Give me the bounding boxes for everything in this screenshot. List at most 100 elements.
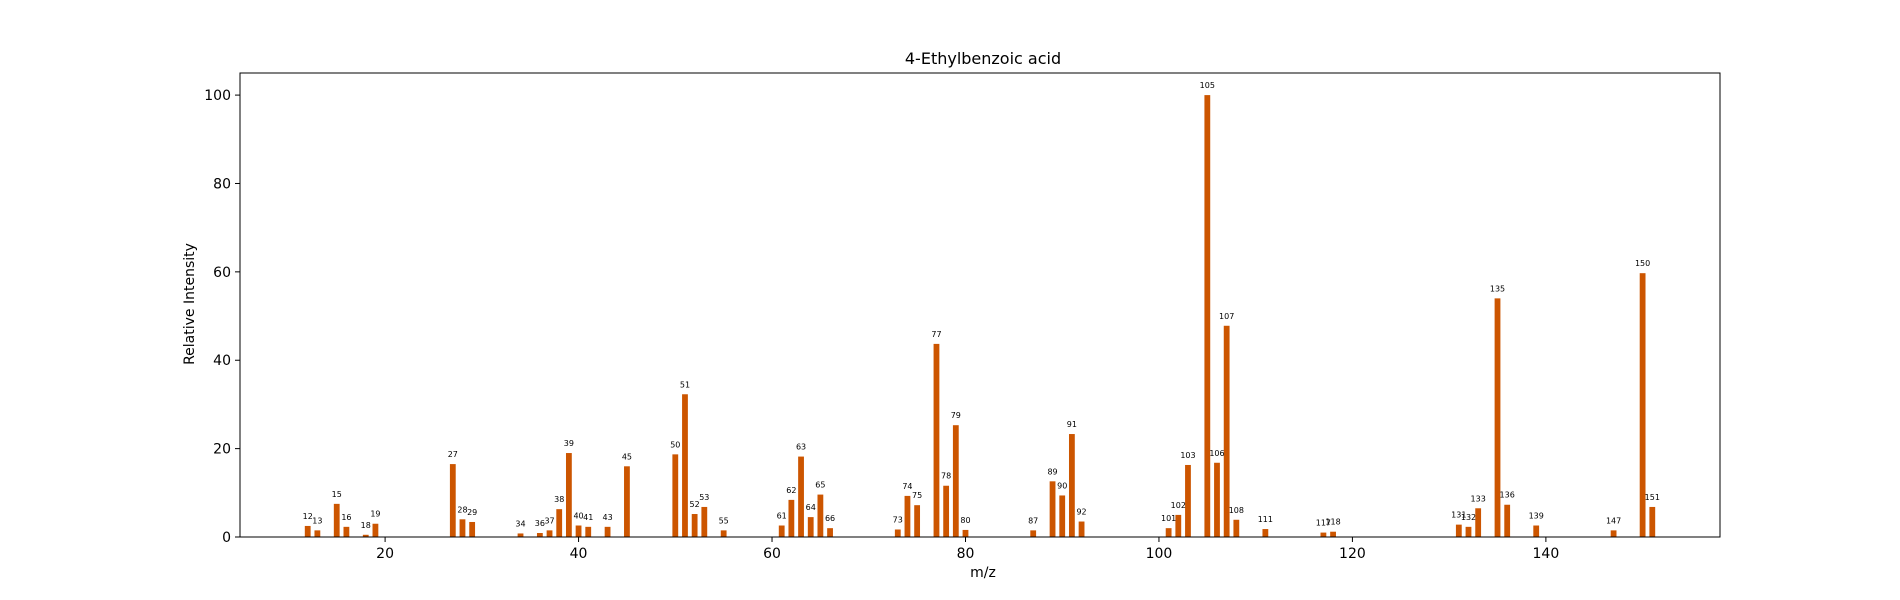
bar-mz-74 (904, 495, 911, 537)
bar-label-mz-51: 51 (680, 380, 690, 389)
bar-mz-133 (1475, 508, 1482, 537)
bar-label-mz-29: 29 (467, 508, 477, 517)
bar-label-mz-78: 78 (941, 472, 951, 481)
y-tick-label: 20 (213, 442, 231, 458)
bar-mz-36 (536, 533, 543, 537)
bar-mz-139 (1533, 525, 1540, 537)
bar-label-mz-75: 75 (912, 491, 922, 500)
y-tick-label: 0 (222, 530, 231, 546)
bar-mz-89 (1049, 481, 1056, 537)
bar-mz-41 (585, 526, 592, 537)
bar-label-mz-34: 34 (515, 519, 525, 528)
bar-mz-150 (1639, 273, 1646, 537)
bar-label-mz-102: 102 (1171, 501, 1186, 510)
bar-mz-79 (952, 425, 959, 537)
bar-mz-87 (1030, 530, 1037, 537)
bar-label-mz-39: 39 (564, 439, 574, 448)
x-axis-ticks: 20 40 60 80 100 120 140 (376, 537, 1559, 562)
bar-mz-118 (1330, 531, 1336, 537)
bar-label-mz-106: 106 (1209, 449, 1224, 458)
bar-mz-65 (817, 494, 824, 537)
bar-mz-50 (672, 454, 679, 537)
bar-mz-73 (894, 529, 901, 537)
bar-mz-15 (333, 503, 340, 537)
bar-label-mz-38: 38 (554, 495, 564, 504)
bar-mz-28 (459, 519, 466, 537)
bar-label-mz-74: 74 (902, 482, 912, 491)
bar-label-mz-107: 107 (1219, 312, 1234, 321)
y-tick-label: 100 (204, 88, 231, 104)
bar-mz-29 (469, 521, 476, 537)
bar-mz-34 (517, 533, 524, 537)
bar-label-mz-62: 62 (786, 486, 796, 495)
bar-label-mz-136: 136 (1500, 491, 1515, 500)
bar-mz-151 (1649, 506, 1656, 537)
bar-mz-53 (701, 506, 708, 537)
bar-mz-135 (1494, 298, 1501, 537)
bar-label-mz-135: 135 (1490, 284, 1505, 293)
bar-label-mz-53: 53 (699, 493, 709, 502)
bar-label-mz-139: 139 (1529, 512, 1544, 521)
bar-mz-78 (943, 485, 950, 537)
bar-mz-75 (914, 505, 921, 537)
bar-mz-111 (1262, 529, 1269, 537)
bar-label-mz-37: 37 (544, 516, 554, 525)
bar-mz-43 (604, 526, 611, 537)
bar-label-mz-52: 52 (690, 500, 700, 509)
x-axis-label: m/z (970, 565, 996, 581)
bar-label-mz-73: 73 (893, 515, 903, 524)
bar-label-mz-89: 89 (1047, 467, 1057, 476)
bar-label-mz-13: 13 (312, 516, 322, 525)
bar-mz-12 (304, 525, 311, 537)
bar-mz-108 (1233, 519, 1240, 537)
plot-area-frame (239, 72, 1721, 538)
bar-series (304, 95, 1656, 537)
x-tick-label: 140 (1533, 546, 1560, 562)
bar-mz-61 (778, 525, 785, 537)
x-tick-label: 20 (376, 546, 394, 562)
bar-mz-18 (362, 534, 369, 537)
bar-label-mz-15: 15 (332, 490, 342, 499)
bar-label-mz-92: 92 (1076, 508, 1086, 517)
bar-mz-27 (449, 464, 456, 537)
bar-label-mz-43: 43 (602, 513, 612, 522)
bar-label-mz-36: 36 (535, 519, 545, 528)
bar-mz-37 (546, 530, 553, 537)
y-tick-label: 80 (213, 176, 231, 192)
bar-mz-45 (624, 466, 630, 537)
bar-mz-92 (1078, 521, 1085, 537)
bar-label-mz-132: 132 (1461, 513, 1476, 522)
bar-mz-105 (1204, 95, 1211, 537)
y-tick-label: 40 (213, 353, 231, 369)
bar-label-mz-151: 151 (1645, 493, 1660, 502)
x-tick-label: 100 (1146, 546, 1173, 562)
x-tick-label: 60 (763, 546, 781, 562)
y-axis-label: Relative Intensity (182, 243, 198, 365)
y-axis-ticks: 0 20 40 60 80 100 (204, 88, 240, 546)
bar-label-mz-103: 103 (1180, 451, 1195, 460)
bar-label-mz-16: 16 (341, 513, 351, 522)
x-tick-label: 80 (957, 546, 975, 562)
y-tick-label: 60 (213, 265, 231, 281)
bar-mz-13 (314, 530, 321, 537)
bar-label-mz-147: 147 (1606, 516, 1621, 525)
bar-mz-66 (827, 528, 833, 537)
bar-mz-80 (962, 529, 969, 537)
bar-label-mz-105: 105 (1200, 81, 1215, 90)
bar-label-mz-19: 19 (370, 510, 380, 519)
bar-label-mz-12: 12 (303, 512, 313, 521)
bar-label-mz-61: 61 (777, 512, 787, 521)
bar-label-mz-111: 111 (1258, 515, 1273, 524)
bar-mz-52 (691, 514, 698, 537)
bar-label-mz-27: 27 (448, 450, 458, 459)
bar-label-mz-131: 131 (1451, 511, 1466, 520)
bar-mz-19 (372, 523, 379, 537)
bar-label-mz-90: 90 (1057, 481, 1067, 490)
bar-label-mz-108: 108 (1229, 506, 1244, 515)
bar-label-mz-65: 65 (815, 481, 825, 490)
bar-label-mz-87: 87 (1028, 516, 1038, 525)
bar-label-mz-55: 55 (719, 516, 729, 525)
bar-mz-131 (1455, 524, 1462, 537)
